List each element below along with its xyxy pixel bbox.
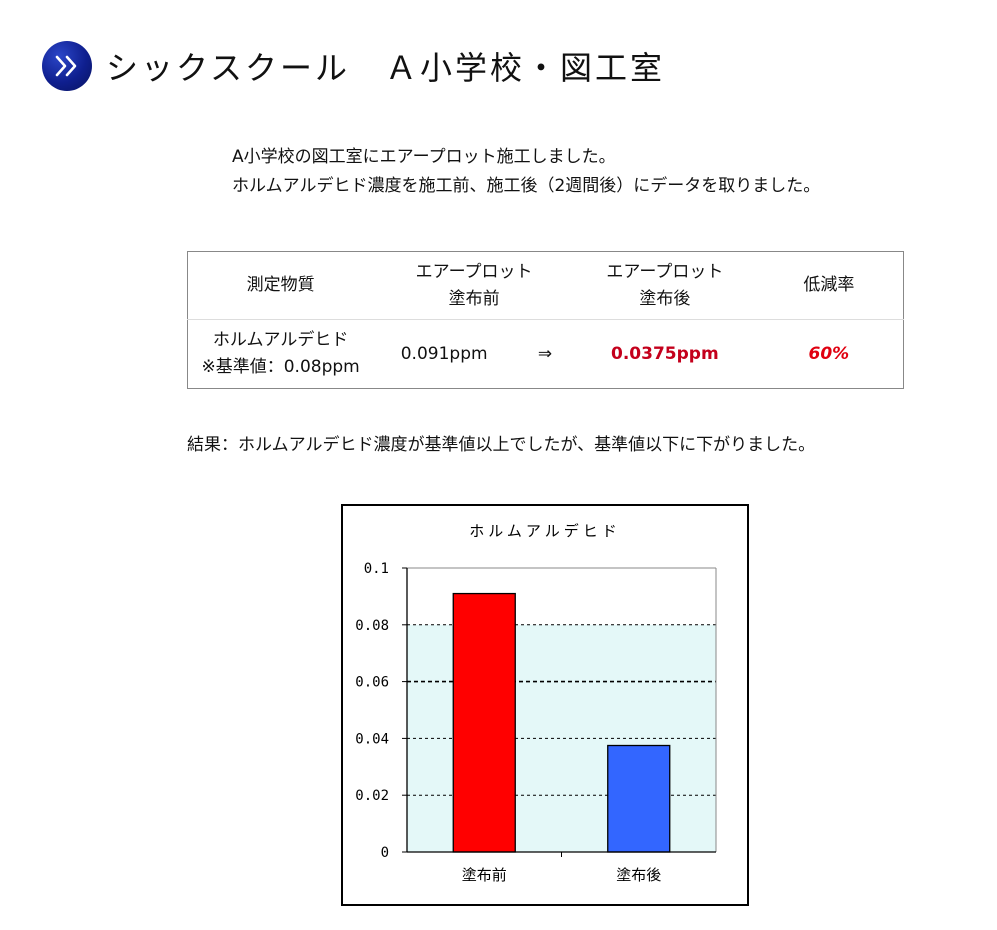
header-after-line-1: エアープロット bbox=[606, 261, 724, 282]
chart-title: ホルムアルデヒド bbox=[469, 522, 621, 540]
header-rate: 低減率 bbox=[754, 251, 904, 320]
cell-arrow: ⇒ bbox=[537, 343, 553, 364]
bar-1 bbox=[452, 592, 516, 853]
measurement-table: 測定物質 エアープロット 塗布前 エアープロット 塗布後 低減率 ホルムアルデヒ… bbox=[187, 251, 904, 389]
intro-line-1: A小学校の図工室にエアープロット施工しました。 bbox=[232, 147, 616, 167]
bar-chart: ホルムアルデヒド 塗布前 塗布後 0 0.02 0.04 0.06 0.08 0.1 bbox=[355, 522, 717, 884]
header-before-line-1: エアープロット bbox=[415, 261, 533, 282]
substance-name: ホルムアルデヒド bbox=[212, 330, 349, 350]
header-substance: 測定物質 bbox=[187, 251, 374, 320]
cell-after: 0.0375ppm bbox=[611, 343, 719, 364]
page-title: シックスクール Ａ小学校・図工室 bbox=[106, 49, 666, 87]
intro-line-2: ホルムアルデヒド濃度を施工前、施工後（2週間後）にデータを取りました。 bbox=[232, 176, 821, 196]
header-before-line-2: 塗布前 bbox=[448, 288, 500, 309]
table-row: ホルムアルデヒド ※基準値：0.08ppm 0.091ppm ⇒ 0.0375p… bbox=[188, 320, 904, 389]
y-tick-label: 0.04 bbox=[355, 731, 389, 747]
cell-rate: 60% bbox=[808, 343, 850, 364]
x-tick-label: 塗布後 bbox=[616, 866, 661, 884]
bar-2 bbox=[607, 744, 671, 853]
cell-before: 0.091ppm bbox=[400, 343, 488, 364]
header-after: エアープロット 塗布後 bbox=[574, 251, 755, 320]
chart-frame: ホルムアルデヒド 塗布前 塗布後 0 0.02 0.04 0.06 0.08 0.1 bbox=[341, 504, 749, 906]
x-tick-label: 塗布前 bbox=[462, 866, 507, 884]
intro-text: A小学校の図工室にエアープロット施工しました。 ホルムアルデヒド濃度を施工前、施… bbox=[232, 143, 820, 201]
y-tick-label: 0.08 bbox=[355, 618, 389, 634]
y-tick-label: 0.1 bbox=[364, 561, 389, 577]
header-before: エアープロット 塗布前 bbox=[373, 251, 575, 320]
double-chevron-right-icon bbox=[42, 41, 92, 91]
y-tick-label: 0.06 bbox=[355, 675, 389, 691]
table-header-row: 測定物質 エアープロット 塗布前 エアープロット 塗布後 低減率 bbox=[187, 251, 904, 320]
substance-standard: ※基準値：0.08ppm bbox=[201, 357, 360, 377]
y-tick-label: 0.02 bbox=[355, 788, 389, 804]
result-text: 結果：ホルムアルデヒド濃度が基準値以上でしたが、基準値以下に下がりました。 bbox=[187, 435, 816, 455]
cell-substance: ホルムアルデヒド ※基準値：0.08ppm bbox=[188, 320, 374, 389]
page-header: シックスクール Ａ小学校・図工室 bbox=[42, 40, 665, 92]
header-after-line-2: 塗布後 bbox=[639, 288, 691, 309]
y-tick-label: 0 bbox=[381, 845, 389, 861]
